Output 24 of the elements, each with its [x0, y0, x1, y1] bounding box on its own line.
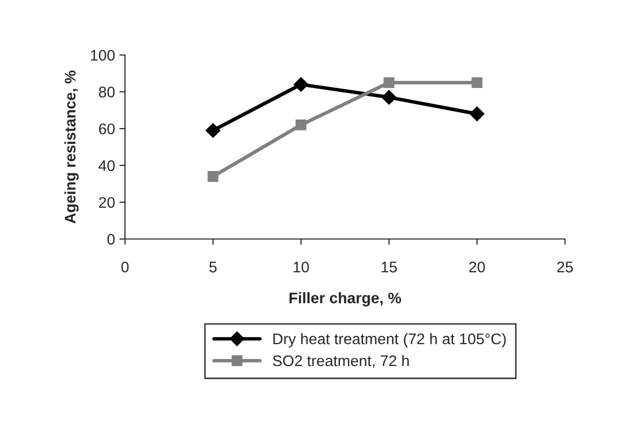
point: [208, 171, 218, 182]
y-axis-title: Ageing resistance, %: [64, 70, 79, 224]
point: [470, 106, 484, 122]
x-tick-label: 0: [121, 262, 129, 272]
legend-label: Dry heat treatment (72 h at 105°C): [273, 333, 506, 348]
point: [472, 77, 482, 88]
x-tick-label: 5: [209, 262, 217, 272]
point: [382, 90, 396, 105]
point: [206, 123, 220, 138]
y-tick-label: 40: [98, 160, 115, 172]
y-tick-label: 80: [98, 86, 115, 98]
y-tick-label: 60: [99, 123, 115, 134]
point: [384, 77, 394, 88]
y-tick-label: 20: [99, 197, 115, 208]
point: [296, 120, 306, 130]
x-tick-label: 15: [382, 262, 397, 272]
x-axis-title: Filler charge, %: [290, 292, 402, 306]
y-tick-label: 0: [107, 234, 115, 245]
x-tick-label: 20: [469, 262, 485, 272]
point: [294, 77, 308, 92]
x-tick-label: 25: [557, 262, 573, 272]
x-tick-label: 10: [294, 262, 309, 272]
y-tick-label: 100: [90, 50, 115, 61]
legend-label: SO2 treatment, 72 h: [272, 354, 409, 368]
